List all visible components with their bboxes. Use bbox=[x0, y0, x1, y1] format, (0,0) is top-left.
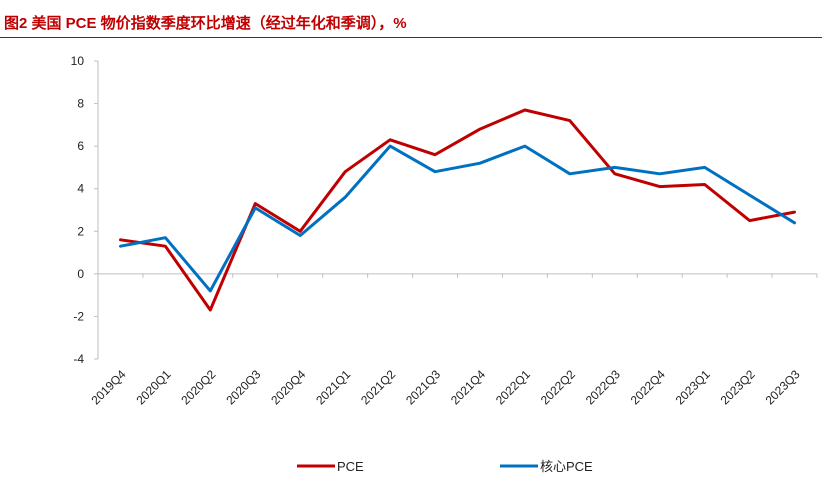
y-tick-label: 4 bbox=[77, 182, 84, 196]
chart-legend: PCE 核心PCE bbox=[297, 459, 593, 474]
legend-label: 核心PCE bbox=[540, 459, 593, 474]
y-tick-label: -2 bbox=[73, 309, 84, 323]
legend-label: PCE bbox=[337, 459, 364, 474]
x-tick-label: 2020Q4 bbox=[268, 367, 308, 407]
x-tick-label: 2022Q4 bbox=[628, 367, 668, 407]
y-tick-label: -4 bbox=[73, 352, 84, 366]
y-tick-label: 6 bbox=[77, 139, 84, 153]
x-tick-label: 2023Q3 bbox=[763, 367, 803, 407]
x-tick-label: 2021Q3 bbox=[403, 367, 443, 407]
x-tick-label: 2020Q1 bbox=[133, 367, 173, 407]
chart-series bbox=[119, 108, 796, 312]
x-tick-label: 2020Q3 bbox=[223, 367, 263, 407]
series-line-pce bbox=[119, 108, 796, 312]
x-tick-label: 2022Q3 bbox=[583, 367, 623, 407]
x-tick-label: 2023Q2 bbox=[718, 367, 758, 407]
x-tick-label: 2021Q2 bbox=[358, 367, 398, 407]
title-divider bbox=[0, 37, 822, 38]
chart-title: 图2 美国 PCE 物价指数季度环比增速（经过年化和季调），% bbox=[4, 15, 407, 32]
x-tick-label: 2022Q1 bbox=[493, 367, 533, 407]
y-tick-label: 10 bbox=[71, 54, 85, 68]
y-tick-label: 0 bbox=[77, 267, 84, 281]
y-tick-label: 2 bbox=[77, 224, 84, 238]
y-tick-label: 8 bbox=[77, 97, 84, 111]
x-tick-label: 2021Q1 bbox=[313, 367, 353, 407]
x-tick-label: 2023Q1 bbox=[673, 367, 713, 407]
x-tick-label: 2019Q4 bbox=[88, 367, 128, 407]
x-tick-label: 2021Q4 bbox=[448, 367, 488, 407]
series-line-core-pce bbox=[119, 144, 796, 293]
chart-axes: -4 -2 0 2 4 6 8 10 2019Q4 2020Q1 2020Q2 2020Q3 2020Q… bbox=[71, 54, 818, 407]
x-tick-label: 2020Q2 bbox=[178, 367, 218, 407]
x-tick-label: 2022Q2 bbox=[538, 367, 578, 407]
